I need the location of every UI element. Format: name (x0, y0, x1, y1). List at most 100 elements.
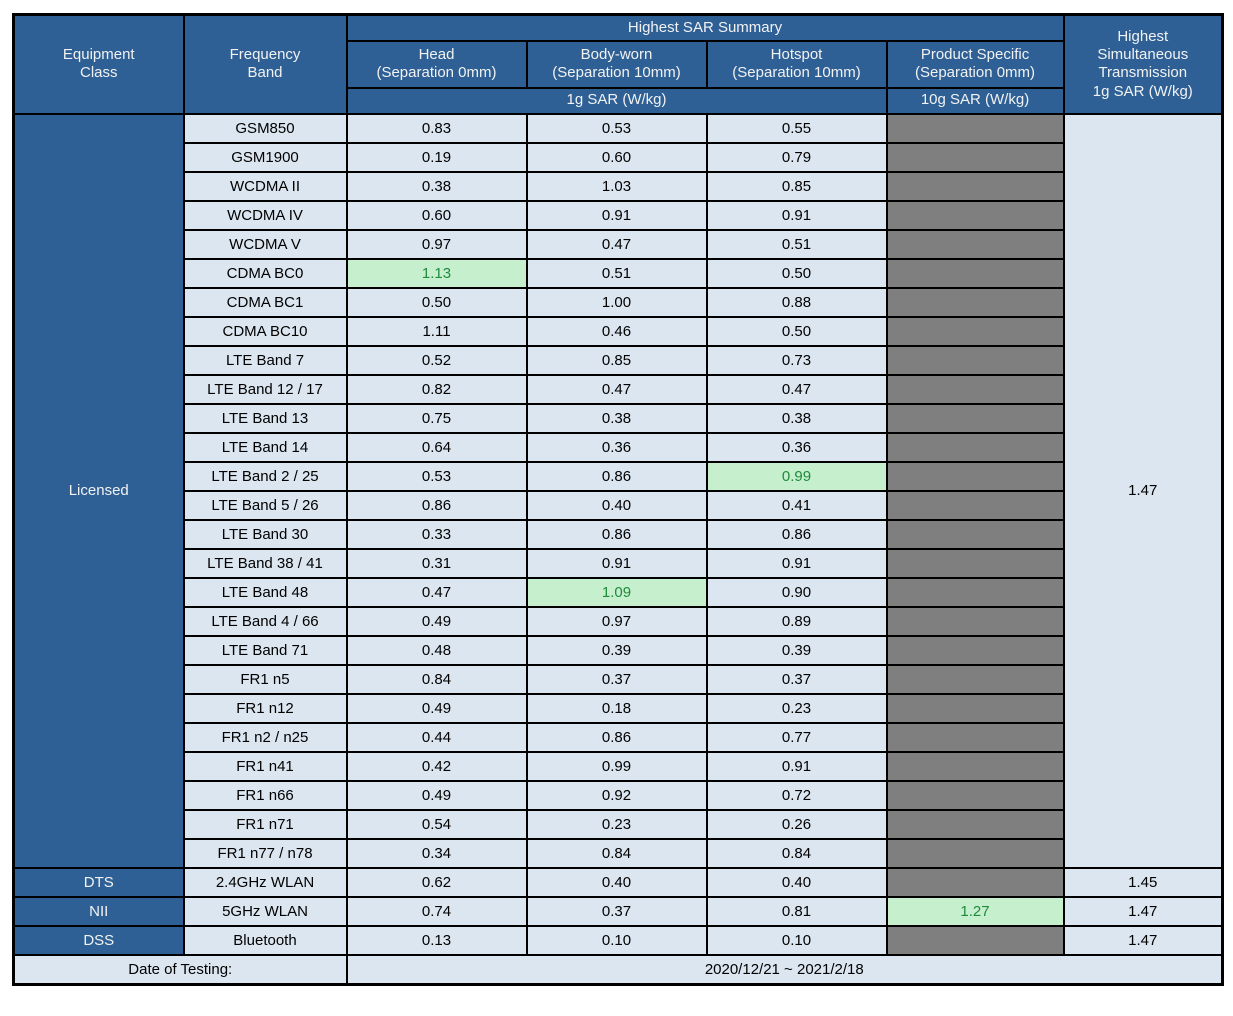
equipment-class-header-line1: Equipment (62, 45, 135, 63)
hotspot-header-line1: Hotspot (770, 45, 823, 63)
sar-value-cell: 0.53 (345, 460, 528, 492)
frequency-band-cell: FR1 n41 (182, 750, 348, 782)
sar-value-cell: 1.00 (525, 286, 708, 318)
sar-value-cell: 0.48 (345, 634, 528, 666)
sar-value-cell: 0.37 (525, 895, 708, 927)
table-row: FR1 n41 0.42 0.99 0.91 (14, 750, 1223, 782)
table-row: WCDMA II 0.38 1.03 0.85 (14, 170, 1223, 202)
frequency-band-cell: CDMA BC0 (182, 257, 348, 289)
product-specific-blank-cell (885, 837, 1065, 869)
product-specific-value-cell: 1.27 (885, 895, 1065, 927)
sar-value-cell: 0.44 (345, 721, 528, 753)
sar-value-cell: 0.50 (705, 257, 888, 289)
sar-value-cell: 0.51 (525, 257, 708, 289)
sar-value-cell: 1.13 (345, 257, 528, 289)
sar-value-cell: 0.39 (705, 634, 888, 666)
product-specific-blank-cell (885, 518, 1065, 550)
sar-value-cell: 0.89 (705, 605, 888, 637)
sar-value-cell: 0.39 (525, 634, 708, 666)
head-column-header: Head (Separation 0mm) (345, 39, 528, 89)
sar-value-cell: 0.38 (525, 402, 708, 434)
frequency-band-cell: LTE Band 7 (182, 344, 348, 376)
frequency-band-cell: LTE Band 5 / 26 (182, 489, 348, 521)
sar-10g-unit-header: 10g SAR (W/kg) (885, 86, 1065, 115)
table-row: GSM1900 0.19 0.60 0.79 (14, 141, 1223, 173)
frequency-band-header-line2: Band (247, 64, 283, 82)
frequency-band-cell: LTE Band 2 / 25 (182, 460, 348, 492)
sar-value-cell: 0.10 (705, 924, 888, 956)
sar-value-cell: 0.51 (705, 228, 888, 260)
body-worn-column-header: Body-worn (Separation 10mm) (525, 39, 708, 89)
simultaneous-value-cell: 1.45 (1062, 866, 1224, 898)
equipment-class-header: Equipment Class (12, 13, 185, 115)
table-row: LTE Band 13 0.75 0.38 0.38 (14, 402, 1223, 434)
product-specific-blank-cell (885, 779, 1065, 811)
table-row: WCDMA V 0.97 0.47 0.51 (14, 228, 1223, 260)
frequency-band-cell: LTE Band 48 (182, 576, 348, 608)
product-specific-blank-cell (885, 663, 1065, 695)
sar-1g-unit-header: 1g SAR (W/kg) (345, 86, 888, 115)
sar-value-cell: 0.49 (345, 779, 528, 811)
table-row: LTE Band 71 0.48 0.39 0.39 (14, 634, 1223, 666)
product-specific-blank-cell (885, 344, 1065, 376)
frequency-band-header: Frequency Band (182, 13, 348, 115)
simultaneous-transmission-header: Highest Simultaneous Transmission 1g SAR… (1062, 13, 1224, 115)
sar-value-cell: 0.91 (705, 199, 888, 231)
sar-value-cell: 0.46 (525, 315, 708, 347)
sar-value-cell: 0.36 (705, 431, 888, 463)
table-row: DSS Bluetooth 0.13 0.10 0.10 1.47 (12, 924, 1224, 956)
sar-value-cell: 0.86 (525, 518, 708, 550)
table-row: LTE Band 4 / 66 0.49 0.97 0.89 (14, 605, 1223, 637)
sar-value-cell: 0.10 (525, 924, 708, 956)
sar-value-cell: 0.52 (345, 344, 528, 376)
head-header-line1: Head (418, 45, 455, 63)
table-row: FR1 n77 / n78 0.34 0.84 0.84 (14, 837, 1223, 869)
sar-value-cell: 0.50 (345, 286, 528, 318)
table-row: WCDMA IV 0.60 0.91 0.91 (14, 199, 1223, 231)
sar-value-cell: 0.13 (345, 924, 528, 956)
sar-value-cell: 0.85 (525, 344, 708, 376)
frequency-band-cell: CDMA BC1 (182, 286, 348, 318)
table-row: LTE Band 12 / 17 0.82 0.47 0.47 (14, 373, 1223, 405)
frequency-band-cell: 5GHz WLAN (182, 895, 348, 927)
equipment-class-cell: DSS (12, 924, 185, 956)
table-row: DTS 2.4GHz WLAN 0.62 0.40 0.40 1.45 (12, 866, 1224, 898)
sar-value-cell: 0.97 (525, 605, 708, 637)
frequency-band-cell: LTE Band 30 (182, 518, 348, 550)
frequency-band-cell: LTE Band 71 (182, 634, 348, 666)
frequency-band-cell: GSM850 (182, 112, 348, 144)
sar-value-cell: 0.62 (345, 866, 528, 898)
sar-value-cell: 0.97 (345, 228, 528, 260)
frequency-band-cell: LTE Band 14 (182, 431, 348, 463)
product-specific-blank-cell (885, 315, 1065, 347)
product-specific-blank-cell (885, 750, 1065, 782)
product-specific-blank-cell (885, 402, 1065, 434)
sar-value-cell: 0.99 (705, 460, 888, 492)
sar-value-cell: 0.99 (525, 750, 708, 782)
product-specific-blank-cell (885, 228, 1065, 260)
product-specific-blank-cell (885, 431, 1065, 463)
frequency-band-cell: CDMA BC10 (182, 315, 348, 347)
sar-value-cell: 0.42 (345, 750, 528, 782)
date-of-testing-label: Date of Testing: (12, 953, 348, 985)
sar-value-cell: 0.90 (705, 576, 888, 608)
frequency-band-cell: FR1 n66 (182, 779, 348, 811)
frequency-band-header-line1: Frequency (229, 45, 301, 63)
sar-value-cell: 0.47 (345, 576, 528, 608)
sar-value-cell: 0.18 (525, 692, 708, 724)
sar-value-cell: 0.91 (705, 547, 888, 579)
table-row: CDMA BC10 1.11 0.46 0.50 (14, 315, 1223, 347)
frequency-band-cell: FR1 n12 (182, 692, 348, 724)
simultaneous-value-cell: 1.47 (1062, 924, 1224, 956)
head-header-line2: (Separation 0mm) (376, 64, 497, 81)
frequency-band-cell: WCDMA II (182, 170, 348, 202)
sar-value-cell: 1.09 (525, 576, 708, 608)
table-row: LTE Band 48 0.47 1.09 0.90 (14, 576, 1223, 608)
sar-value-cell: 0.86 (705, 518, 888, 550)
sar-value-cell: 0.72 (705, 779, 888, 811)
simultaneous-value-cell: 1.47 (1062, 895, 1224, 927)
table-row: FR1 n12 0.49 0.18 0.23 (14, 692, 1223, 724)
product-specific-column-header: Product Specific (Separation 0mm) (885, 39, 1065, 89)
frequency-band-cell: GSM1900 (182, 141, 348, 173)
sar-value-cell: 1.11 (345, 315, 528, 347)
